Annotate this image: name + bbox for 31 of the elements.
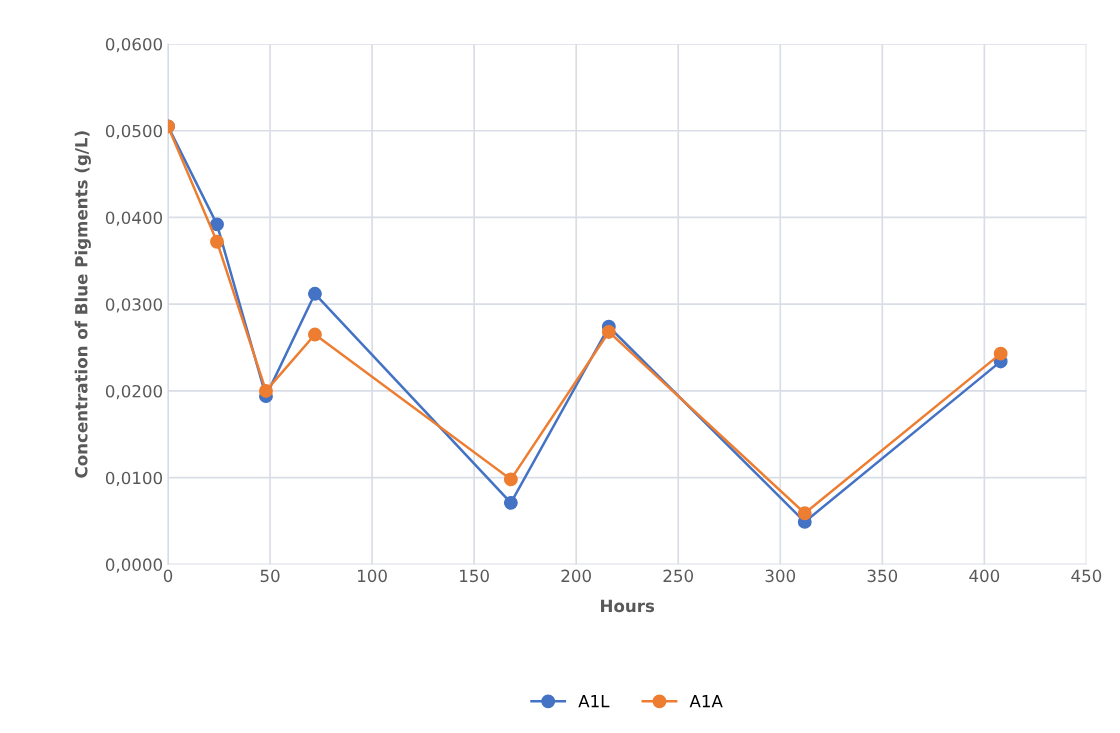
- point: [259, 383, 273, 398]
- legend-label: A1A: [689, 695, 723, 708]
- x-tick-label: 200: [561, 569, 591, 583]
- y-tick-label: 0,0300: [105, 298, 163, 313]
- y-tick-label: 0,0100: [105, 471, 163, 486]
- x-tick-label: 0: [163, 569, 173, 583]
- y-axis-title: Concentration of Blue Pigments (g/L): [74, 131, 91, 478]
- point: [797, 506, 812, 521]
- y-tick-label: 0,0600: [105, 37, 163, 53]
- x-axis-title: Hours: [601, 599, 655, 613]
- x-tick-label: 50: [260, 569, 280, 583]
- x-tick-label: 450: [1071, 569, 1102, 583]
- x-tick-label: 150: [460, 569, 489, 583]
- x-tick-label: 350: [867, 569, 898, 583]
- point: [210, 217, 224, 232]
- x-tick-label: 300: [765, 569, 796, 583]
- legend-label: A1L: [578, 695, 610, 708]
- y-tick-label: 0,0200: [105, 384, 163, 400]
- point: [307, 286, 322, 301]
- point: [210, 234, 224, 249]
- y-tick-label: 0,0000: [105, 558, 163, 573]
- point: [503, 495, 518, 510]
- y-tick-label: 0,0400: [105, 211, 163, 226]
- x-tick-label: 100: [358, 569, 387, 583]
- x-tick-label: 400: [969, 569, 1000, 583]
- point: [993, 346, 1008, 361]
- point: [601, 325, 616, 339]
- point: [307, 327, 322, 342]
- y-tick-label: 0,0500: [105, 124, 163, 139]
- x-tick-label: 250: [663, 569, 694, 583]
- point: [503, 472, 518, 487]
